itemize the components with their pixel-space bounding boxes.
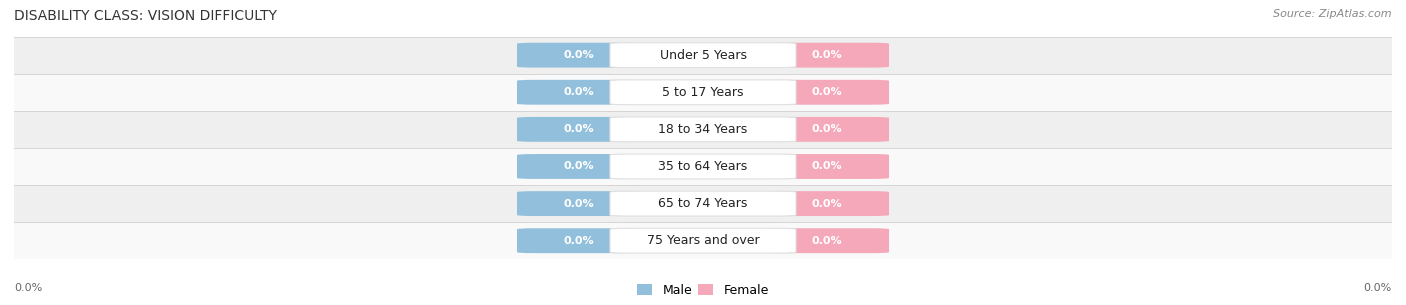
FancyBboxPatch shape (765, 117, 889, 142)
Text: 0.0%: 0.0% (564, 199, 595, 209)
Bar (14, 74, 1392, 111)
FancyBboxPatch shape (610, 43, 796, 68)
Text: 0.0%: 0.0% (564, 236, 595, 246)
Text: 0.0%: 0.0% (811, 199, 842, 209)
FancyBboxPatch shape (517, 154, 641, 179)
Text: 0.0%: 0.0% (1364, 283, 1392, 293)
Text: 5 to 17 Years: 5 to 17 Years (662, 86, 744, 99)
FancyBboxPatch shape (517, 228, 641, 253)
Text: 0.0%: 0.0% (14, 283, 42, 293)
FancyBboxPatch shape (517, 117, 641, 142)
FancyBboxPatch shape (765, 43, 889, 68)
Text: 0.0%: 0.0% (564, 124, 595, 135)
Text: 75 Years and over: 75 Years and over (647, 234, 759, 247)
FancyBboxPatch shape (517, 43, 641, 68)
Text: Source: ZipAtlas.com: Source: ZipAtlas.com (1274, 9, 1392, 19)
Text: 0.0%: 0.0% (564, 161, 595, 171)
Text: 65 to 74 Years: 65 to 74 Years (658, 197, 748, 210)
FancyBboxPatch shape (517, 80, 641, 105)
Bar (14, 37, 1392, 74)
FancyBboxPatch shape (765, 191, 889, 216)
Text: 0.0%: 0.0% (811, 87, 842, 97)
Text: 0.0%: 0.0% (811, 124, 842, 135)
Text: DISABILITY CLASS: VISION DIFFICULTY: DISABILITY CLASS: VISION DIFFICULTY (14, 9, 277, 23)
FancyBboxPatch shape (610, 80, 796, 105)
Text: 0.0%: 0.0% (811, 50, 842, 60)
Bar (14, 111, 1392, 148)
Bar (14, 148, 1392, 185)
Text: 0.0%: 0.0% (811, 161, 842, 171)
Text: 0.0%: 0.0% (564, 87, 595, 97)
FancyBboxPatch shape (610, 154, 796, 179)
Text: 0.0%: 0.0% (811, 236, 842, 246)
FancyBboxPatch shape (610, 117, 796, 142)
FancyBboxPatch shape (610, 191, 796, 216)
FancyBboxPatch shape (765, 228, 889, 253)
Text: 18 to 34 Years: 18 to 34 Years (658, 123, 748, 136)
Bar (14, 222, 1392, 259)
FancyBboxPatch shape (610, 228, 796, 253)
Text: Under 5 Years: Under 5 Years (659, 49, 747, 62)
Bar (14, 185, 1392, 222)
Text: 0.0%: 0.0% (564, 50, 595, 60)
Legend: Male, Female: Male, Female (633, 279, 773, 302)
FancyBboxPatch shape (765, 154, 889, 179)
Text: 35 to 64 Years: 35 to 64 Years (658, 160, 748, 173)
FancyBboxPatch shape (517, 191, 641, 216)
FancyBboxPatch shape (765, 80, 889, 105)
